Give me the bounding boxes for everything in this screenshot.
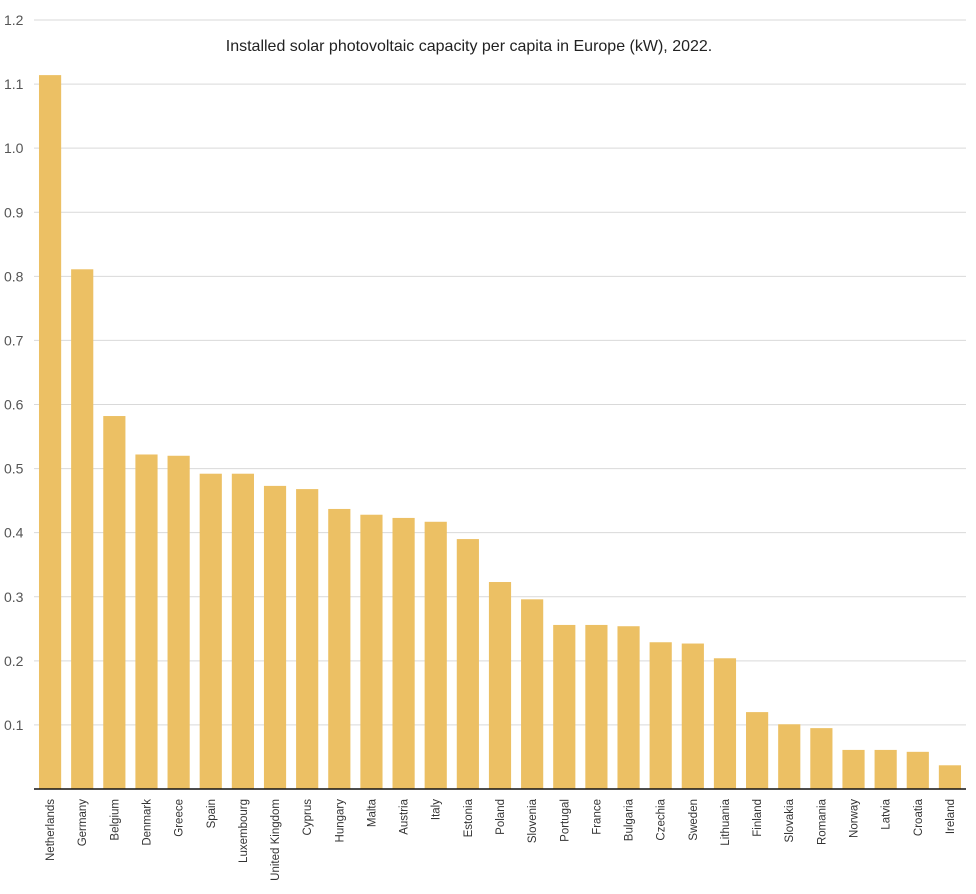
x-tick-label: Romania [816, 798, 828, 845]
x-tick-label: Cyprus [302, 799, 314, 836]
x-tick-label: Malta [366, 798, 378, 827]
bar-portugal [553, 624, 576, 789]
bar-malta [360, 514, 383, 789]
bar-czechia [649, 642, 672, 789]
bar-luxembourg [231, 473, 254, 789]
bar-estonia [456, 539, 479, 789]
y-tick-label: 0.4 [4, 525, 24, 541]
bar-norway [842, 749, 865, 789]
bar-slovakia [778, 724, 801, 789]
x-tick-label: Slovenia [527, 798, 539, 843]
x-tick-label: France [591, 799, 603, 835]
bar-denmark [135, 454, 158, 789]
x-axis-ticks: Netherlands Germany Belgium Denmark Greece Sp… [45, 798, 957, 880]
x-tick-label: Croatia [913, 798, 925, 836]
x-tick-label: United Kingdom [270, 799, 282, 881]
bar-romania [810, 728, 833, 789]
y-tick-label: 1.2 [4, 12, 24, 28]
y-tick-label: 1.0 [4, 140, 24, 156]
x-tick-label: Austria [399, 798, 411, 834]
bar-austria [392, 517, 415, 789]
bar-poland [488, 582, 512, 789]
y-tick-label: 1.1 [4, 76, 24, 92]
y-tick-label: 0.9 [4, 204, 24, 220]
y-axis-ticks: 0.1 0.2 0.3 0.4 0.5 0.6 0.7 0.8 0.9 1.0 1.1 1.2 [4, 12, 24, 733]
x-tick-label: Bulgaria [624, 798, 636, 841]
y-tick-label: 0.5 [4, 461, 24, 477]
y-tick-label: 0.1 [4, 717, 24, 733]
bar-hungary [328, 508, 351, 789]
x-tick-label: Sweden [688, 799, 700, 841]
x-tick-label: Italy [431, 799, 443, 820]
x-tick-label: Belgium [109, 799, 121, 841]
x-tick-label: Denmark [141, 799, 153, 846]
y-tick-label: 0.8 [4, 268, 24, 284]
x-tick-label: Latvia [881, 798, 893, 829]
y-tick-label: 0.3 [4, 589, 24, 605]
bar-lithuania [713, 658, 737, 789]
x-tick-label: Poland [495, 799, 507, 835]
x-tick-label: Finland [752, 799, 764, 837]
bar-latvia [874, 749, 897, 789]
x-tick-label: Hungary [334, 799, 346, 843]
x-tick-label: Czechia [656, 798, 668, 840]
x-tick-label: Luxembourg [238, 799, 250, 863]
x-tick-label: Spain [206, 799, 218, 828]
bar-greece [167, 455, 190, 789]
x-tick-label: Lithuania [720, 798, 732, 845]
bar-croatia [906, 751, 929, 789]
x-tick-label: Portugal [559, 799, 571, 842]
bar-bulgaria [617, 626, 640, 789]
x-tick-label: Greece [174, 799, 186, 837]
bar-finland [746, 712, 769, 789]
bar-spain [199, 473, 222, 789]
bar-cyprus [296, 489, 319, 789]
bar-italy [424, 521, 447, 789]
bar-france [585, 624, 608, 789]
bar-ireland [938, 765, 962, 789]
chart-title: Installed solar photovoltaic capacity pe… [226, 38, 712, 55]
y-tick-label: 0.7 [4, 332, 24, 348]
bar-netherlands [38, 75, 62, 789]
bar-sweden [681, 643, 704, 789]
x-tick-label: Ireland [945, 799, 957, 834]
y-tick-label: 0.2 [4, 653, 24, 669]
bar-united-kingdom [263, 485, 287, 789]
bars [38, 75, 962, 789]
bar-belgium [103, 416, 126, 789]
x-tick-label: Germany [77, 799, 89, 847]
bar-slovenia [521, 599, 544, 789]
x-tick-label: Slovakia [784, 798, 796, 842]
bar-germany [71, 269, 94, 789]
x-tick-label: Estonia [463, 798, 475, 837]
y-tick-label: 0.6 [4, 397, 24, 413]
x-tick-label: Norway [849, 799, 861, 838]
x-tick-label: Netherlands [45, 799, 57, 861]
